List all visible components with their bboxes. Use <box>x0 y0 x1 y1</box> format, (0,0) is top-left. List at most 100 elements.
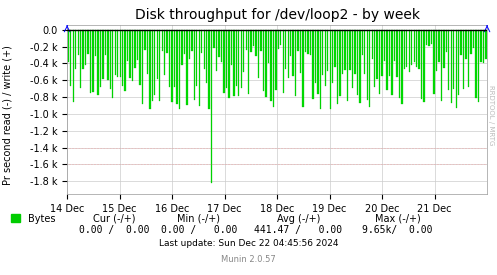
Bar <box>465 30 467 59</box>
Bar <box>189 30 190 59</box>
Bar <box>342 30 343 74</box>
Bar <box>389 30 390 76</box>
Bar <box>97 30 98 95</box>
Bar <box>223 30 225 94</box>
Bar <box>132 30 133 81</box>
Bar <box>218 30 220 57</box>
Bar <box>142 30 143 105</box>
Bar <box>426 30 427 45</box>
Bar <box>228 30 230 98</box>
Bar <box>100 30 101 87</box>
Bar <box>283 30 284 94</box>
Bar <box>322 30 324 75</box>
Bar <box>265 30 266 97</box>
Text: 0.00 /   0.00: 0.00 / 0.00 <box>161 225 237 235</box>
Bar <box>107 30 108 80</box>
Bar <box>122 30 123 86</box>
Bar <box>184 30 185 54</box>
Bar <box>275 30 276 90</box>
Bar <box>152 30 153 101</box>
Bar <box>85 30 86 65</box>
Bar <box>384 30 385 61</box>
Bar <box>416 30 417 67</box>
Bar <box>176 30 178 104</box>
Bar <box>374 30 375 87</box>
Bar <box>451 30 452 103</box>
Bar <box>129 30 131 78</box>
Bar <box>115 30 116 75</box>
Bar <box>354 30 355 74</box>
Bar <box>337 30 338 104</box>
Bar <box>473 30 474 48</box>
Bar <box>438 30 439 62</box>
Bar <box>112 30 113 98</box>
Bar <box>470 30 472 54</box>
Bar <box>305 30 306 52</box>
Bar <box>80 30 82 88</box>
Bar <box>236 30 237 86</box>
Bar <box>204 30 205 69</box>
Bar <box>206 30 207 83</box>
Bar <box>211 30 212 183</box>
Bar <box>196 30 197 86</box>
Bar <box>379 30 380 94</box>
Bar <box>258 30 259 78</box>
Bar <box>137 30 138 60</box>
Bar <box>73 30 74 102</box>
Text: Last update: Sun Dec 22 04:45:56 2024: Last update: Sun Dec 22 04:45:56 2024 <box>159 239 338 248</box>
Bar <box>255 30 257 56</box>
Bar <box>480 30 482 62</box>
Bar <box>174 30 175 87</box>
Bar <box>199 30 200 106</box>
Bar <box>75 30 77 70</box>
Bar <box>208 30 210 109</box>
Bar <box>359 30 360 103</box>
Bar <box>349 30 350 70</box>
Bar <box>399 30 400 98</box>
Bar <box>478 30 479 102</box>
Bar <box>241 30 242 88</box>
Bar <box>297 30 299 51</box>
Text: Cur (-/+): Cur (-/+) <box>93 214 136 224</box>
Bar <box>248 30 249 94</box>
Bar <box>463 30 464 89</box>
Text: Avg (-/+): Avg (-/+) <box>276 214 320 224</box>
Bar <box>295 30 296 96</box>
Bar <box>233 30 235 96</box>
Bar <box>421 30 422 99</box>
Bar <box>110 30 111 89</box>
Bar <box>369 30 370 107</box>
Bar <box>381 30 383 76</box>
Text: Pr second read (-) / write (+): Pr second read (-) / write (+) <box>2 46 12 185</box>
Bar <box>446 30 447 52</box>
Bar <box>394 30 395 61</box>
Bar <box>147 30 148 74</box>
Bar <box>92 30 94 92</box>
Bar <box>154 30 156 95</box>
Bar <box>317 30 319 94</box>
Text: RRDTOOL / MRTG: RRDTOOL / MRTG <box>488 85 494 146</box>
Bar <box>201 30 202 53</box>
Text: 9.65k/  0.00: 9.65k/ 0.00 <box>362 225 433 235</box>
Bar <box>280 30 281 45</box>
Bar <box>468 30 469 87</box>
Bar <box>458 30 459 95</box>
Bar <box>347 30 348 101</box>
Bar <box>246 30 247 50</box>
Bar <box>330 30 331 109</box>
Bar <box>238 30 240 96</box>
Bar <box>179 30 180 109</box>
Bar <box>270 30 271 101</box>
Bar <box>169 30 170 87</box>
Bar <box>213 30 215 48</box>
Bar <box>310 30 311 55</box>
Bar <box>127 30 128 61</box>
Bar <box>288 30 289 78</box>
Bar <box>325 30 326 86</box>
Bar <box>302 30 304 107</box>
Bar <box>364 30 365 74</box>
Bar <box>456 30 457 108</box>
Bar <box>273 30 274 108</box>
Bar <box>428 30 430 46</box>
Bar <box>87 30 89 54</box>
